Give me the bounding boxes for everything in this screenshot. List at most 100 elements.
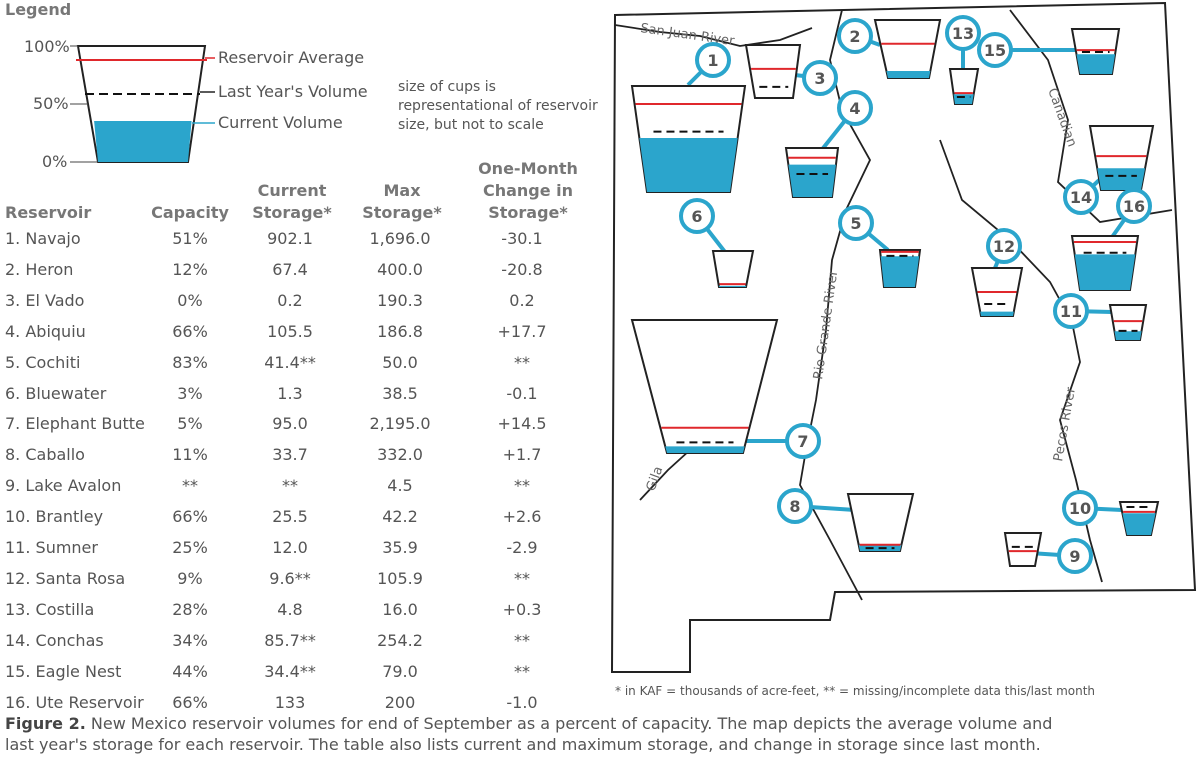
table-cell: ** <box>514 568 530 588</box>
table-cell: 44% <box>172 661 208 681</box>
table-cell: 28% <box>172 599 208 619</box>
legend-title: Legend <box>5 0 72 19</box>
table-cell: ** <box>514 661 530 681</box>
table-cell: 67.4 <box>272 259 308 279</box>
table-cell: 190.3 <box>377 290 423 310</box>
column-header: Max Storage* <box>362 181 442 222</box>
table-cell: 2,195.0 <box>369 414 431 434</box>
marker-label: 15 <box>984 41 1006 60</box>
marker <box>1057 538 1093 574</box>
footnote: * in KAF = thousands of acre-feet, ** = … <box>615 684 1096 698</box>
marker <box>785 423 821 459</box>
legend-tick: 0% <box>42 152 68 171</box>
column-header: One-Month Change in Storage* <box>478 159 578 222</box>
table-cell: ** <box>182 476 198 496</box>
table-cell: +2.6 <box>502 507 542 527</box>
caption-label: Figure 2. <box>5 714 86 733</box>
table-cell: 14. Conchas <box>5 630 104 650</box>
table-cell: 9.6** <box>269 568 311 588</box>
table-cell: 25% <box>172 538 208 557</box>
table-cell: 4. Abiquiu <box>5 321 86 341</box>
current-volume <box>1074 254 1136 290</box>
marker-label: 8 <box>789 497 800 516</box>
legend-item: Last Year's Volume <box>218 82 368 101</box>
table-cell: +17.7 <box>497 321 547 341</box>
table-cell: 186.8 <box>377 321 423 341</box>
table-cell: 66% <box>172 507 208 527</box>
river <box>614 24 813 47</box>
table-cell: 7. Elephant Butte <box>5 414 145 434</box>
table-cell: ** <box>282 476 298 496</box>
table-cell: 42.2 <box>382 507 418 527</box>
marker-label: 3 <box>814 69 825 88</box>
table-cell: 79.0 <box>382 661 418 681</box>
table-cell: ** <box>514 352 530 372</box>
table-cell: 4.5 <box>387 476 413 496</box>
table-cell: 51% <box>172 229 208 248</box>
marker-label: 10 <box>1069 499 1091 518</box>
marker-label: 11 <box>1060 302 1082 321</box>
table-cell: ** <box>514 630 530 650</box>
table-cell: 66% <box>172 692 208 712</box>
marker <box>837 18 873 54</box>
table-cell: 95.0 <box>272 414 308 434</box>
table-cell: 50.0 <box>382 352 418 372</box>
table-cell: 8. Caballo <box>5 445 85 465</box>
table-cell: 1,696.0 <box>369 229 431 248</box>
table-cell: -1.0 <box>506 692 538 712</box>
table-cell: 25.5 <box>272 507 308 527</box>
legend-tick: 100% <box>24 37 70 56</box>
marker <box>837 90 873 126</box>
current-volume <box>1076 54 1116 74</box>
table-cell: 9. Lake Avalon <box>5 476 122 496</box>
table-cell: +14.5 <box>497 414 547 434</box>
table-cell: 12. Santa Rosa <box>5 568 126 588</box>
current-volume <box>1122 513 1156 535</box>
marker <box>777 488 813 524</box>
table-cell: 34% <box>172 630 208 650</box>
current-volume <box>1114 331 1142 340</box>
table-cell: 0% <box>177 290 203 310</box>
current-volume <box>665 446 745 453</box>
table-cell: 5. Cochiti <box>5 352 81 372</box>
marker <box>838 205 874 241</box>
current-volume <box>718 285 747 287</box>
current-volume <box>788 164 836 197</box>
table-cell: 83% <box>172 352 208 372</box>
marker-label: 6 <box>691 207 702 226</box>
marker <box>679 198 715 234</box>
table-cell: 1.3 <box>277 383 303 403</box>
column-header: Capacity <box>151 203 229 222</box>
marker <box>695 42 731 78</box>
current-volume <box>1097 168 1146 190</box>
cups <box>630 19 1160 567</box>
marker-label: 4 <box>849 99 860 118</box>
table-cell: 2. Heron <box>5 259 74 279</box>
caption-text: New Mexico reservoir volumes for end of … <box>5 714 1053 754</box>
table-cell: 3. El Vado <box>5 290 85 310</box>
table-cell: 133 <box>274 692 306 712</box>
table-cell: 0.2 <box>277 290 303 310</box>
table-cell: 12.0 <box>272 538 308 557</box>
marker <box>802 60 838 96</box>
table-cell: 6. Bluewater <box>5 383 107 403</box>
marker-label: 13 <box>952 24 974 43</box>
current-volume <box>880 256 920 287</box>
table-cell: 16.0 <box>382 599 418 619</box>
table-cell: 254.2 <box>377 630 423 650</box>
marker-label: 16 <box>1123 197 1145 216</box>
caption: Figure 2. New Mexico reservoir volumes f… <box>5 713 1065 755</box>
table-cell: -20.8 <box>501 259 543 279</box>
table-cell: 5% <box>177 414 203 434</box>
marker <box>986 228 1022 264</box>
table-cell: 1. Navajo <box>5 229 81 248</box>
legend-ticks <box>70 45 98 163</box>
table-cell: 41.4** <box>264 352 316 372</box>
table-cell: 85.7** <box>264 630 316 650</box>
table-cell: +0.3 <box>502 599 542 619</box>
current-volume <box>639 137 738 192</box>
